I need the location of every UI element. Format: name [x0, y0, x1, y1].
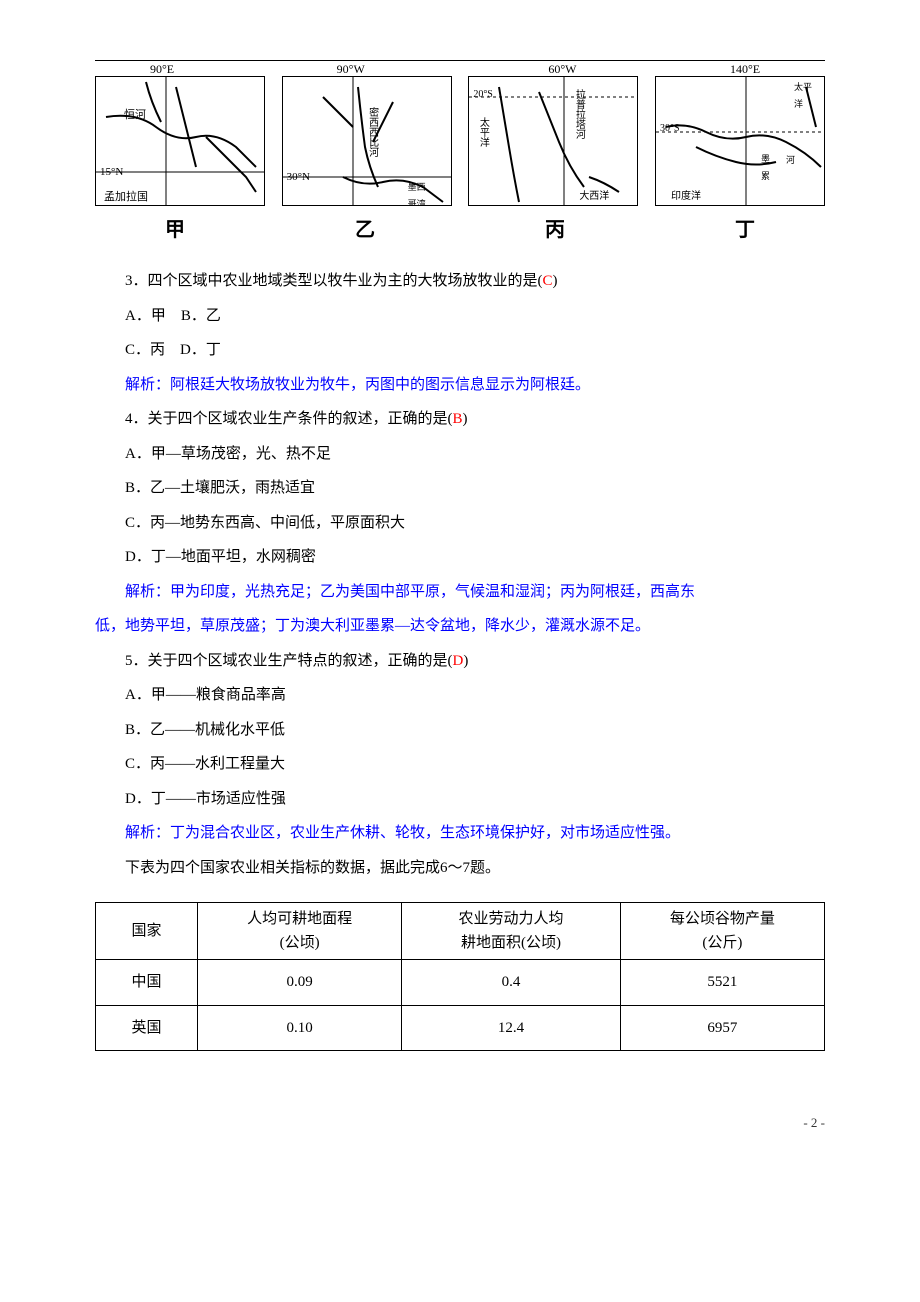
- map1-river: 恒河: [124, 105, 146, 126]
- th-col1-l2: (公顷): [280, 935, 320, 951]
- map-yi: 密西西比河 30°N 墨西哥湾: [282, 76, 452, 206]
- q3-opt-cd: C．丙 D．丁: [95, 336, 825, 365]
- cell-v3: 6957: [620, 1005, 824, 1051]
- cell-country: 中国: [96, 960, 198, 1006]
- caption-jia: 甲: [165, 211, 185, 249]
- th-country-text: 国家: [132, 923, 162, 939]
- th-col2: 农业劳动力人均耕地面积(公顷): [402, 903, 621, 960]
- th-col2-l2: 耕地面积(公顷): [461, 935, 561, 951]
- table-row: 英国 0.10 12.4 6957: [96, 1005, 825, 1051]
- map3-lat: 20°S: [473, 85, 493, 104]
- q3-opt-ab: A．甲 B．乙: [95, 302, 825, 331]
- map4-lat: 30°S: [660, 119, 680, 138]
- map2-lat: 30°N: [287, 167, 310, 188]
- caption-yi: 乙: [355, 211, 375, 249]
- header-line: [95, 60, 825, 61]
- table-intro: 下表为四个国家农业相关指标的数据，据此完成6～7题。: [95, 854, 825, 883]
- q4-stem-text: 4．关于四个区域农业生产条件的叙述，正确的是(: [125, 411, 453, 427]
- map3-river: 拉普拉塔河: [569, 89, 588, 139]
- q4-stem-end: ): [463, 411, 468, 427]
- q4-analysis-text1: 甲为印度，光热充足；乙为美国中部平原，气候温和湿润；丙为阿根廷，西高东: [170, 584, 695, 600]
- th-col3: 每公顷谷物产量 (公斤): [620, 903, 824, 960]
- q5-opt-c: C．丙——水利工程量大: [95, 750, 825, 779]
- cell-v2: 0.4: [402, 960, 621, 1006]
- q5-opt-a: A．甲——粮食商品率高: [95, 681, 825, 710]
- q4-stem: 4．关于四个区域农业生产条件的叙述，正确的是(B): [95, 405, 825, 434]
- cell-v1: 0.09: [198, 960, 402, 1006]
- q4-opt-b: B．乙—土壤肥沃，雨热适宜: [95, 474, 825, 503]
- cell-v1: 0.10: [198, 1005, 402, 1051]
- q4-answer: B: [453, 411, 463, 427]
- q5-analysis-text: 丁为混合农业区，农业生产休耕、轮牧，生态环境保护好，对市场适应性强。: [170, 825, 680, 841]
- data-table-container: 国家 人均可耕地面程 (公顷) 农业劳动力人均耕地面积(公顷) 每公顷谷物产量 (公…: [95, 902, 825, 1051]
- th-col3-l2: (公斤): [702, 935, 742, 951]
- agriculture-table: 国家 人均可耕地面程 (公顷) 农业劳动力人均耕地面积(公顷) 每公顷谷物产量 (公…: [95, 902, 825, 1051]
- map3-svg: [469, 77, 638, 206]
- q4-analysis-label: 解析：: [125, 584, 170, 600]
- cell-country: 英国: [96, 1005, 198, 1051]
- map1-country: 孟加拉国: [104, 187, 148, 206]
- map4-ocean2: 印度洋: [671, 187, 701, 206]
- cell-v2: 12.4: [402, 1005, 621, 1051]
- q3-analysis-text: 阿根廷大牧场放牧业为牧牛，丙图中的图示信息显示为阿根廷。: [170, 377, 590, 393]
- q3-answer: C: [543, 273, 553, 289]
- map-wrapper-3: 60°W 20°S 拉普拉塔河 太平洋 大西洋: [468, 76, 638, 206]
- map-wrapper-1: 90°E 恒河 15°N 孟加拉国: [95, 76, 265, 206]
- map4-ocean1: 太平洋: [794, 79, 812, 113]
- q5-stem-text: 5．关于四个区域农业生产特点的叙述，正确的是(: [125, 653, 453, 669]
- q3-stem: 3．四个区域中农业地域类型以牧牛业为主的大牧场放牧业的是(C): [95, 267, 825, 296]
- map-jia: 恒河 15°N 孟加拉国: [95, 76, 265, 206]
- q5-analysis-label: 解析：: [125, 825, 170, 841]
- table-row: 中国 0.09 0.4 5521: [96, 960, 825, 1006]
- map-ding: 太平洋 30°S 墨累 河 印度洋: [655, 76, 825, 206]
- q3-analysis-label: 解析：: [125, 377, 170, 393]
- q3-stem-end: ): [553, 273, 558, 289]
- page-number: - 2 -: [95, 1111, 825, 1136]
- table-header-row: 国家 人均可耕地面程 (公顷) 农业劳动力人均耕地面积(公顷) 每公顷谷物产量 (公…: [96, 903, 825, 960]
- th-col1: 人均可耕地面程 (公顷): [198, 903, 402, 960]
- map3-ocean2: 大西洋: [579, 187, 609, 206]
- q5-analysis: 解析：丁为混合农业区，农业生产休耕、轮牧，生态环境保护好，对市场适应性强。: [95, 819, 825, 848]
- map4-river: 河: [786, 152, 795, 169]
- map1-lat: 15°N: [100, 162, 123, 183]
- map-wrapper-2: 90°W 密西西比河 30°N 墨西哥湾: [282, 76, 452, 206]
- q5-opt-b: B．乙——机械化水平低: [95, 716, 825, 745]
- map-bing: 20°S 拉普拉塔河 太平洋 大西洋: [468, 76, 638, 206]
- q5-stem-end: ): [463, 653, 468, 669]
- th-col3-l1: 每公顷谷物产量: [670, 911, 775, 927]
- q4-opt-d: D．丁—地面平坦，水网稠密: [95, 543, 825, 572]
- th-country: 国家: [96, 903, 198, 960]
- q5-stem: 5．关于四个区域农业生产特点的叙述，正确的是(D): [95, 647, 825, 676]
- th-col2-l1: 农业劳动力人均: [458, 911, 563, 927]
- q4-opt-a: A．甲—草场茂密，光、热不足: [95, 440, 825, 469]
- q4-analysis-line1: 解析：甲为印度，光热充足；乙为美国中部平原，气候温和湿润；丙为阿根廷，西高东: [95, 578, 825, 607]
- caption-ding: 丁: [735, 211, 755, 249]
- q5-answer: D: [453, 653, 464, 669]
- map2-river: 密西西比河: [363, 107, 382, 157]
- q4-analysis-line2: 低，地势平坦，草原茂盛；丁为澳大利亚墨累—达令盆地，降水少，灌溉水源不足。: [95, 612, 825, 641]
- q4-opt-c: C．丙—地势东西高、中间低，平原面积大: [95, 509, 825, 538]
- map2-bay: 墨西哥湾: [408, 179, 426, 206]
- q5-opt-d: D．丁——市场适应性强: [95, 785, 825, 814]
- q3-stem-text: 3．四个区域中农业地域类型以牧牛业为主的大牧场放牧业的是(: [125, 273, 543, 289]
- th-col1-l1: 人均可耕地面程: [247, 911, 352, 927]
- cell-v3: 5521: [620, 960, 824, 1006]
- map4-city: 墨累: [761, 151, 770, 185]
- map3-ocean1: 太平洋: [473, 117, 492, 147]
- map-captions-row: 甲 乙 丙 丁: [95, 211, 825, 249]
- q3-analysis: 解析：阿根廷大牧场放牧业为牧牛，丙图中的图示信息显示为阿根廷。: [95, 371, 825, 400]
- caption-bing: 丙: [545, 211, 565, 249]
- map-wrapper-4: 140°E 太平洋 30°S 墨累 河 印度洋: [655, 76, 825, 206]
- maps-container: 90°E 恒河 15°N 孟加拉国 90°W: [95, 76, 825, 206]
